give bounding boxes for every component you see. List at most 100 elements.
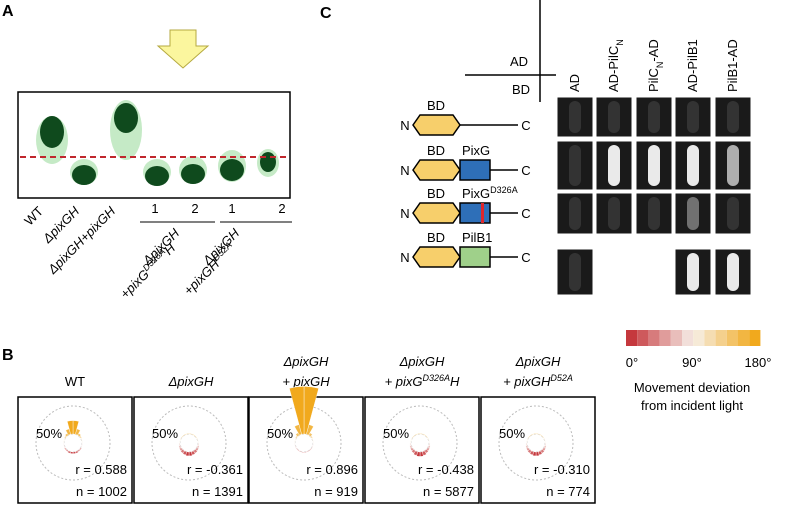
growth-cell bbox=[674, 192, 712, 235]
rose-petal bbox=[289, 386, 305, 435]
rose-petal bbox=[301, 451, 305, 453]
replicate-number: 1 bbox=[151, 201, 158, 216]
rose-petal bbox=[183, 433, 187, 436]
rose-petal bbox=[67, 450, 71, 454]
replicate-number: 2 bbox=[278, 201, 285, 216]
rose-petal bbox=[538, 450, 543, 456]
rose-panel bbox=[364, 396, 480, 504]
rose-petal bbox=[186, 433, 190, 435]
legend-swatch bbox=[693, 330, 705, 346]
growth-streak bbox=[569, 253, 581, 291]
text-segment: D326A bbox=[423, 373, 451, 383]
rose-petal bbox=[544, 442, 547, 446]
bd-label: BD bbox=[427, 143, 445, 158]
rose-petal bbox=[411, 449, 416, 454]
rose-petal bbox=[540, 449, 545, 454]
panel-label: A bbox=[2, 3, 14, 20]
column-label: AD bbox=[567, 74, 582, 92]
legend-swatch bbox=[670, 330, 682, 346]
plot-title: ΔpixGH bbox=[283, 354, 329, 369]
growth-streak bbox=[727, 253, 739, 291]
rose-petal bbox=[180, 449, 185, 454]
legend-tick: 90° bbox=[682, 355, 702, 370]
legend-tick: 0° bbox=[626, 355, 638, 370]
text-segment: PilB1-AD bbox=[725, 39, 740, 92]
plot-title: WT bbox=[65, 374, 85, 389]
growth-cell bbox=[556, 96, 594, 138]
growth-cell bbox=[635, 192, 673, 235]
growth-streak bbox=[608, 197, 620, 230]
text-segment: D52A bbox=[550, 373, 573, 383]
c-terminus: C bbox=[521, 118, 530, 133]
n-value: n = 774 bbox=[546, 484, 590, 499]
panel-label: B bbox=[2, 347, 14, 364]
panel-label: C bbox=[320, 5, 332, 22]
rose-petal bbox=[427, 445, 431, 449]
column-label: PilCN-AD bbox=[646, 39, 665, 92]
fused-domain bbox=[459, 159, 491, 181]
text-segment: + pixGH bbox=[282, 374, 330, 389]
growth-streak bbox=[648, 145, 660, 186]
text-segment: PilB1 bbox=[462, 230, 492, 245]
growth-streak bbox=[687, 197, 699, 230]
rose-petal bbox=[409, 445, 413, 449]
rose-petal bbox=[409, 442, 412, 446]
rose-petal bbox=[525, 442, 528, 446]
rose-petal bbox=[81, 440, 83, 444]
scale-circle bbox=[151, 405, 227, 481]
bd-label: BD bbox=[427, 98, 445, 113]
rose-petal bbox=[422, 450, 427, 456]
legend-swatch bbox=[659, 330, 671, 346]
growth-streak bbox=[687, 253, 699, 291]
n-terminus: N bbox=[400, 118, 409, 133]
legend-swatch bbox=[626, 330, 638, 346]
bd-domain bbox=[412, 246, 461, 268]
legend-swatch bbox=[704, 330, 716, 346]
text-segment: + pixGH bbox=[503, 374, 551, 389]
n-value: n = 5877 bbox=[423, 484, 474, 499]
c-terminus: C bbox=[521, 163, 530, 178]
rose-petal bbox=[543, 445, 547, 449]
scale-circle bbox=[498, 405, 574, 481]
n-value: n = 1002 bbox=[76, 484, 127, 499]
rose-petal bbox=[193, 449, 198, 454]
rose-petal bbox=[81, 442, 83, 446]
rose-petal bbox=[311, 445, 314, 449]
scale-circle bbox=[35, 405, 111, 481]
growth-streak bbox=[569, 197, 581, 230]
bd-header: BD bbox=[512, 82, 530, 97]
growth-cell bbox=[595, 96, 633, 138]
replicate-number: 1 bbox=[228, 201, 235, 216]
rose-petal bbox=[179, 440, 181, 444]
n-terminus: N bbox=[400, 163, 409, 178]
text-segment: -AD bbox=[646, 39, 661, 61]
rose-panel bbox=[17, 396, 133, 504]
rose-panel bbox=[133, 396, 249, 504]
rose-petal bbox=[414, 433, 418, 436]
rose-petal bbox=[419, 433, 423, 435]
text-segment: ΔpixGH bbox=[283, 354, 329, 369]
text-segment: WT bbox=[65, 374, 85, 389]
n-terminus: N bbox=[400, 250, 409, 265]
r-value: r = -0.438 bbox=[418, 462, 474, 477]
growth-streak bbox=[727, 197, 739, 230]
domain-label: PilB1 bbox=[462, 230, 492, 245]
bd-label: BD bbox=[427, 230, 445, 245]
rose-petal bbox=[526, 440, 528, 444]
scale-circle bbox=[382, 405, 458, 481]
scale-label: 50% bbox=[499, 426, 525, 441]
rose-petal bbox=[428, 442, 431, 446]
plot-title: + pixGD326AH bbox=[385, 373, 460, 389]
plot-title: + pixGH bbox=[282, 374, 330, 389]
mutation-site bbox=[481, 203, 484, 223]
rose-petal bbox=[424, 449, 429, 454]
n-value: n = 1391 bbox=[192, 484, 243, 499]
rose-petal bbox=[63, 447, 67, 451]
text-segment: ΔpixGH bbox=[399, 354, 445, 369]
rose-petal bbox=[312, 440, 314, 444]
n-terminus: N bbox=[400, 206, 409, 221]
rose-petal bbox=[188, 433, 192, 435]
rose-petal bbox=[191, 450, 196, 456]
growth-cell bbox=[556, 140, 594, 191]
rose-petal bbox=[530, 433, 534, 436]
